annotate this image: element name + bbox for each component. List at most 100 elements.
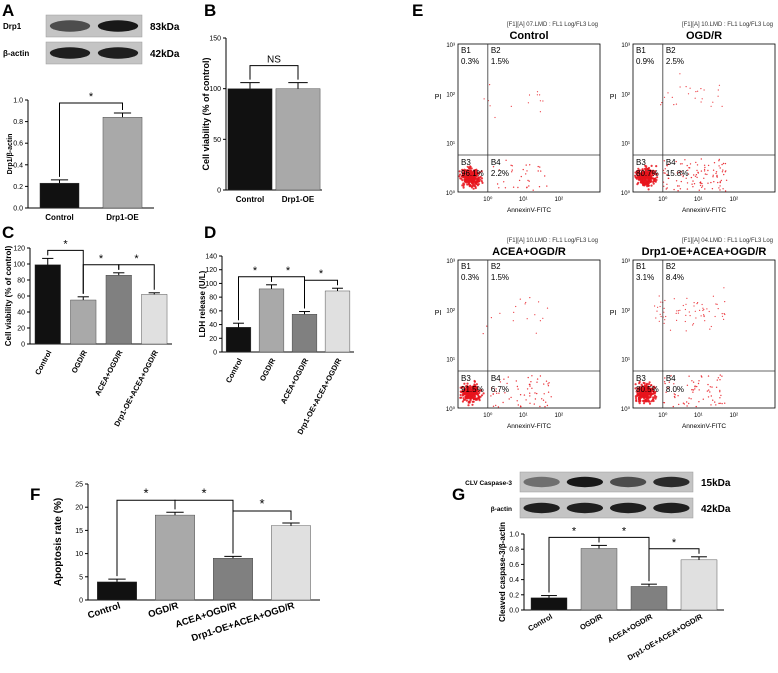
- flow-event-dot: [639, 388, 642, 391]
- flow-event-dot: [719, 181, 721, 184]
- blot-band: [49, 20, 91, 32]
- flow-event-dot: [510, 396, 512, 399]
- flow-event-dot: [677, 310, 680, 312]
- flow-event-dot: [525, 301, 527, 304]
- flow-y-tick: 10³: [621, 259, 630, 265]
- flow-event-dot: [717, 308, 719, 310]
- flow-event-dot: [672, 405, 674, 408]
- flow-x-tick: 10¹: [694, 413, 703, 419]
- flow-event-dot: [547, 385, 550, 387]
- flow-event-dot: [536, 392, 538, 395]
- quadrant-name-b3: B3: [636, 158, 646, 167]
- flow-event-dot: [706, 390, 709, 392]
- flow-event-dot: [473, 383, 476, 386]
- flow-event-dot: [666, 183, 668, 185]
- blot-label: β-actin: [3, 49, 29, 58]
- flow-event-dot: [667, 177, 669, 179]
- flow-event-dot: [470, 180, 473, 183]
- significance-label: *: [672, 537, 677, 549]
- flow-event-dot: [540, 170, 542, 172]
- flow-event-dot: [671, 96, 673, 98]
- flow-event-dot: [528, 180, 530, 182]
- y-tick-label: 20: [209, 336, 217, 343]
- bar-acea-ogd-r: [630, 586, 668, 611]
- flow-event-dot: [721, 402, 723, 405]
- flow-event-dot: [546, 307, 549, 309]
- flow-event-dot: [710, 325, 712, 328]
- flow-event-dot: [638, 169, 642, 172]
- bar-control: [227, 88, 273, 191]
- panel-e: [F1][A] 07.LMD : FL1 Log/FL3 Log Control B…: [435, 22, 776, 430]
- flow-plot-frame: [457, 43, 601, 193]
- bar-acea-ogd-r: [105, 275, 132, 345]
- flow-event-dot: [639, 400, 642, 403]
- flow-event-dot: [725, 179, 728, 181]
- flow-event-dot: [461, 389, 464, 392]
- flow-event-dot: [462, 182, 465, 185]
- flow-event-dot: [703, 315, 705, 317]
- flow-event-dot: [700, 158, 702, 160]
- flow-event-dot: [489, 84, 491, 86]
- flow-x-axis-label: AnnexinV-FITC: [507, 207, 551, 214]
- flow-event-dot: [723, 287, 725, 289]
- flow-y-tick: 10³: [446, 259, 455, 265]
- flow-event-dot: [461, 184, 464, 187]
- flow-event-dot: [469, 170, 472, 173]
- bar-acea-ogd-r: [291, 314, 318, 353]
- flow-event-dot: [634, 387, 637, 390]
- flow-event-dot: [691, 380, 693, 382]
- flow-event-dot: [658, 295, 660, 297]
- flow-event-dot: [689, 315, 691, 317]
- flow-x-tick: 10²: [729, 197, 738, 203]
- flow-event-dot: [677, 395, 679, 397]
- flow-event-dot: [642, 402, 646, 405]
- flow-event-dot: [660, 301, 662, 303]
- flow-event-dot: [719, 389, 721, 392]
- flow-event-dot: [649, 392, 652, 395]
- flow-event-dot: [689, 163, 692, 165]
- quadrant-name-b3: B3: [636, 374, 646, 383]
- y-tick-label: 80: [209, 295, 217, 302]
- flow-event-dot: [511, 169, 513, 171]
- flow-event-dot: [538, 186, 541, 188]
- flow-event-dot: [696, 169, 698, 172]
- flow-event-dot: [649, 174, 652, 178]
- flow-event-dot: [643, 184, 646, 187]
- y-axis-label: Cleaved caspase-3/β-actin: [498, 522, 507, 622]
- y-tick-label: 0.4: [509, 577, 519, 584]
- panel-letter-g: G: [452, 485, 465, 504]
- significance-label: *: [253, 265, 258, 277]
- significance-label: *: [201, 485, 206, 500]
- flow-event-dot: [545, 401, 547, 403]
- blot-band: [49, 47, 91, 59]
- flow-event-dot: [708, 310, 710, 313]
- flow-event-dot: [684, 159, 686, 161]
- significance-bracket: [304, 279, 338, 309]
- flow-event-dot: [474, 393, 477, 396]
- flow-event-dot: [492, 166, 495, 168]
- flow-event-dot: [470, 176, 473, 179]
- flow-event-dot: [647, 188, 650, 191]
- flow-event-dot: [524, 303, 526, 305]
- flow-event-dot: [651, 174, 654, 177]
- significance-label: NS: [267, 55, 281, 66]
- flow-event-dot: [690, 176, 693, 179]
- quadrant-value-b4: 6.7%: [491, 385, 509, 394]
- quadrant-value-b2: 1.5%: [491, 273, 509, 282]
- flow-event-dot: [676, 185, 679, 187]
- flow-event-dot: [715, 172, 717, 175]
- flow-event-dot: [650, 179, 653, 182]
- significance-label: *: [286, 265, 291, 277]
- bar-ogd-r: [155, 514, 195, 601]
- flow-event-dot: [687, 169, 689, 171]
- flow-event-dot: [537, 170, 539, 172]
- flow-event-dot: [480, 180, 483, 183]
- flow-event-dot: [695, 161, 697, 164]
- flow-event-dot: [707, 396, 710, 398]
- flow-event-dot: [462, 169, 465, 172]
- flow-event-dot: [715, 171, 718, 173]
- flow-event-dot: [507, 376, 509, 378]
- flow-event-dot: [679, 171, 681, 173]
- flow-y-axis-label: PI: [435, 310, 442, 317]
- flow-event-dot: [696, 176, 698, 179]
